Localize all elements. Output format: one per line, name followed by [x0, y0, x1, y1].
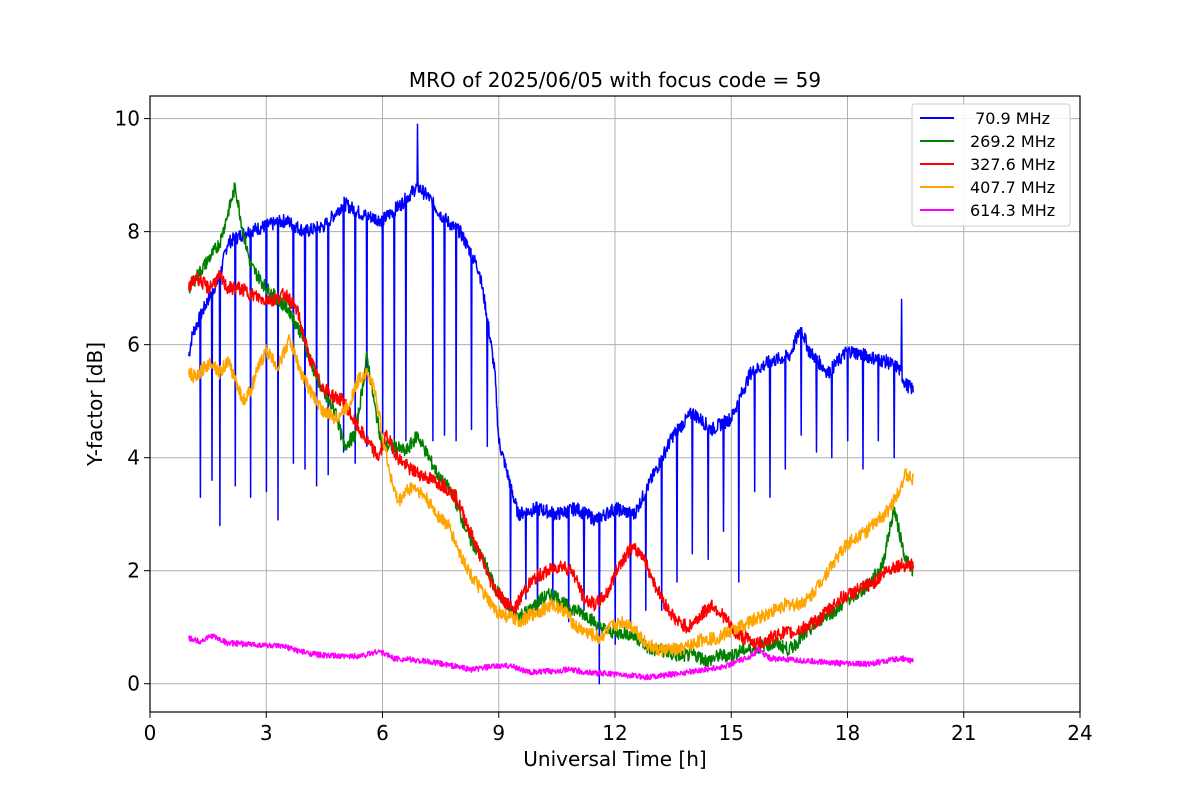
x-tick-label: 21 — [951, 721, 976, 745]
y-tick-label: 6 — [127, 333, 140, 357]
y-tick-label: 4 — [127, 446, 140, 470]
x-tick-label: 6 — [376, 721, 389, 745]
series-line — [188, 270, 914, 650]
plot-area — [188, 123, 914, 685]
legend-label: 407.7 MHz — [970, 178, 1055, 197]
legend-label: 327.6 MHz — [970, 155, 1055, 174]
legend: 70.9 MHz 269.2 MHz 327.6 MHz 407.7 MHz 614.3… — [911, 103, 1071, 227]
legend-label: 614.3 MHz — [970, 201, 1055, 220]
series-line — [188, 633, 914, 681]
x-tick-label: 24 — [1067, 721, 1092, 745]
legend-label: 269.2 MHz — [970, 132, 1055, 151]
x-axis-label: Universal Time [h] — [523, 747, 706, 771]
y-tick-label: 8 — [127, 220, 140, 244]
legend-label: 70.9 MHz — [970, 109, 1050, 128]
x-tick-label: 0 — [144, 721, 157, 745]
y-tick-label: 10 — [115, 107, 140, 131]
x-tick-label: 12 — [602, 721, 627, 745]
x-tick-label: 18 — [835, 721, 860, 745]
series-line — [188, 333, 914, 657]
series-line — [188, 123, 914, 685]
legend-box — [911, 103, 1071, 227]
x-tick-label: 15 — [719, 721, 744, 745]
x-tick-label: 3 — [260, 721, 273, 745]
y-tick-label: 0 — [127, 672, 140, 696]
y-tick-label: 2 — [127, 559, 140, 583]
chart-title: MRO of 2025/06/05 with focus code = 59 — [409, 68, 821, 92]
y-axis-label: Y-factor [dB] — [83, 342, 107, 467]
x-tick-label: 9 — [492, 721, 505, 745]
